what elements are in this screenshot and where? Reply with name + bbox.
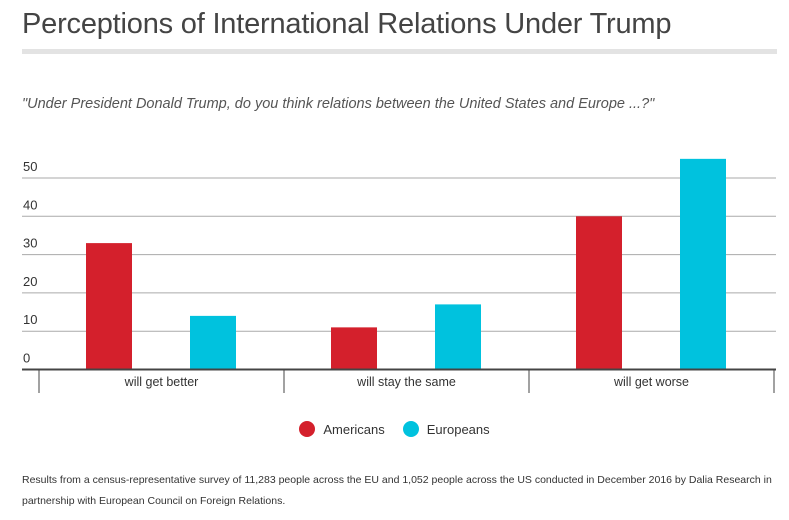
- legend-label: Americans: [323, 421, 385, 437]
- y-tick-label: 50: [23, 159, 37, 174]
- legend-swatch-europeans: [402, 421, 419, 437]
- legend-label: Europeans: [426, 421, 490, 437]
- x-tick-label: will get better: [124, 375, 199, 389]
- chart-title: Perceptions of International Relations U…: [22, 8, 672, 40]
- legend: Americans Europeans: [0, 421, 789, 437]
- bar-europeans: [435, 304, 481, 370]
- bar-americans: [86, 243, 132, 370]
- bar-europeans: [190, 315, 236, 370]
- bar-americans: [331, 327, 377, 370]
- legend-swatch-americans: [299, 421, 316, 437]
- legend-item-europeans[interactable]: Europeans: [402, 421, 490, 437]
- bar-americans: [576, 216, 622, 370]
- x-tick-label: will get worse: [613, 375, 689, 389]
- x-tick-label: will stay the same: [356, 375, 456, 389]
- legend-item-americans[interactable]: Americans: [299, 421, 385, 437]
- bar-europeans: [680, 158, 726, 370]
- title-divider: [22, 49, 777, 54]
- y-tick-label: 40: [23, 197, 37, 212]
- y-tick-label: 0: [23, 351, 30, 366]
- chart-subtitle: "Under President Donald Trump, do you th…: [22, 96, 655, 112]
- footnote: Results from a census-representative sur…: [22, 474, 772, 507]
- bar-chart: 0 10 20 30 40 50 will get better will stay the …: [22, 158, 776, 393]
- y-tick-label: 20: [23, 274, 37, 289]
- y-tick-label: 30: [23, 236, 37, 251]
- y-tick-label: 10: [23, 312, 37, 327]
